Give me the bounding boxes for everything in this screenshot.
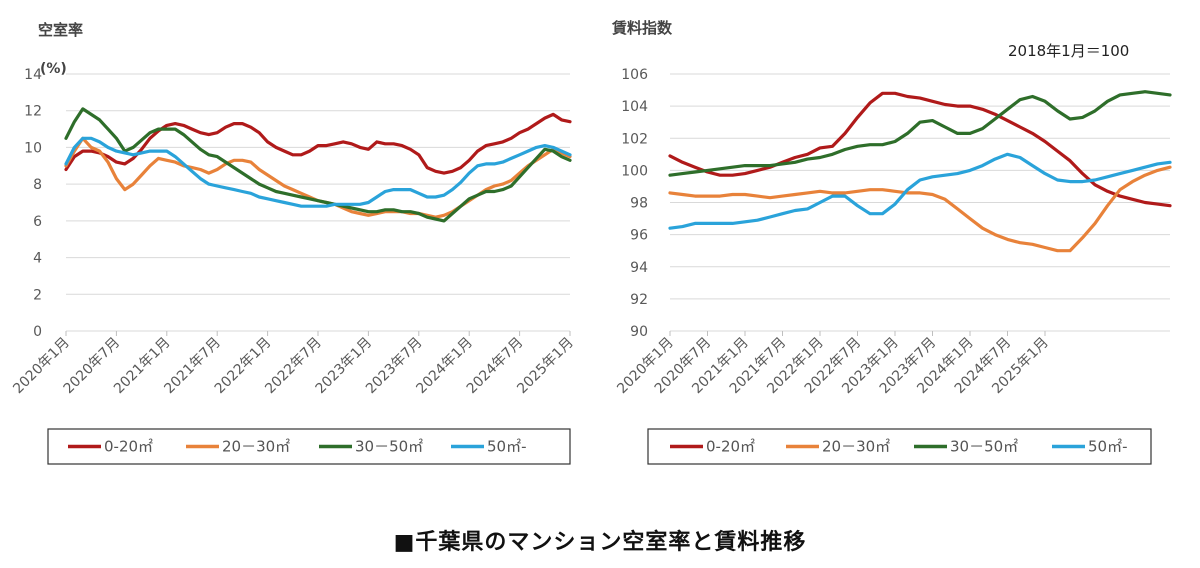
y-tick-label: 106 xyxy=(621,67,648,83)
legend-label-2: 30－50㎡ xyxy=(355,438,423,456)
y-tick-label: 12 xyxy=(24,104,42,120)
vacancy-rate-chart: 空室率 (%) 0 2 4 6 8 10 12 14 2020年1月 2020年7月 2021年1… xyxy=(0,0,600,470)
y-tick-label: 96 xyxy=(630,228,648,244)
y-tick-label: 98 xyxy=(630,196,648,212)
vacancy-rate-title: 空室率 xyxy=(38,21,83,39)
legend-label-0: 0-20㎡ xyxy=(104,438,153,456)
y-tick-label: 102 xyxy=(621,131,648,147)
rent-x-axis: 2020年1月2020年7月2021年1月2021年7月2022年1月2022年… xyxy=(614,331,1052,397)
y-tick-label: 92 xyxy=(630,292,648,308)
y-tick-label: 14 xyxy=(24,67,42,83)
y-tick-label: 104 xyxy=(621,99,648,115)
legend-label-3: 50㎡- xyxy=(1088,438,1128,456)
rent-index-base-note: 2018年1月＝100 xyxy=(1008,42,1129,60)
rent-index-chart: 賃料指数 2018年1月＝100 90 92 94 96 98 100 102 104 106 … xyxy=(600,0,1200,470)
y-tick-label: 2 xyxy=(33,287,42,303)
legend-label-2: 30－50㎡ xyxy=(950,438,1018,456)
y-tick-label: 10 xyxy=(24,140,42,156)
series-line-2 xyxy=(668,90,1172,177)
legend-label-1: 20－30㎡ xyxy=(822,438,890,456)
vacancy-legend: 0-20㎡ 20－30㎡ 30－50㎡ 50㎡- xyxy=(47,428,571,465)
rent-legend: 0-20㎡ 20－30㎡ 30－50㎡ 50㎡- xyxy=(647,428,1152,465)
vacancy-grid xyxy=(66,73,570,332)
y-tick-label: 8 xyxy=(33,177,42,193)
vacancy-rate-chart-svg: 空室率 (%) 0 2 4 6 8 10 12 14 2020年1月2020年7月2021年1… xyxy=(10,21,577,465)
series-line-0 xyxy=(64,112,572,175)
y-tick-label: 0 xyxy=(33,324,42,340)
series-line-3 xyxy=(64,136,572,208)
rent-series xyxy=(668,90,1172,253)
y-tick-label: 100 xyxy=(621,163,648,179)
vacancy-rate-unit-label: (%) xyxy=(40,61,67,77)
series-line-2 xyxy=(64,107,572,223)
legend-label-3: 50㎡- xyxy=(487,438,527,456)
y-tick-label: 94 xyxy=(630,260,648,276)
rent-index-chart-svg: 賃料指数 2018年1月＝100 9092949698100102104106 … xyxy=(611,19,1172,465)
series-line-3 xyxy=(668,152,1172,230)
y-tick-label: 90 xyxy=(630,324,648,340)
rent-y-axis: 90 92 94 96 98 100 102 104 106 xyxy=(621,67,648,340)
rent-index-title: 賃料指数 xyxy=(611,19,673,37)
vacancy-y-axis: 0 2 4 6 8 10 12 14 xyxy=(24,67,42,340)
vacancy-series xyxy=(64,107,572,223)
figure-caption: ■千葉県のマンション空室率と賃料推移 xyxy=(393,530,807,555)
vacancy-x-axis: 2020年1月2020年7月2021年1月2021年7月2022年1月2022年… xyxy=(10,331,577,397)
legend-label-1: 20－30㎡ xyxy=(222,438,290,456)
legend-label-0: 0-20㎡ xyxy=(706,438,755,456)
y-tick-label: 6 xyxy=(33,214,42,230)
series-line-0 xyxy=(668,91,1172,208)
series-line-1 xyxy=(668,165,1172,253)
y-tick-label: 4 xyxy=(33,251,42,267)
